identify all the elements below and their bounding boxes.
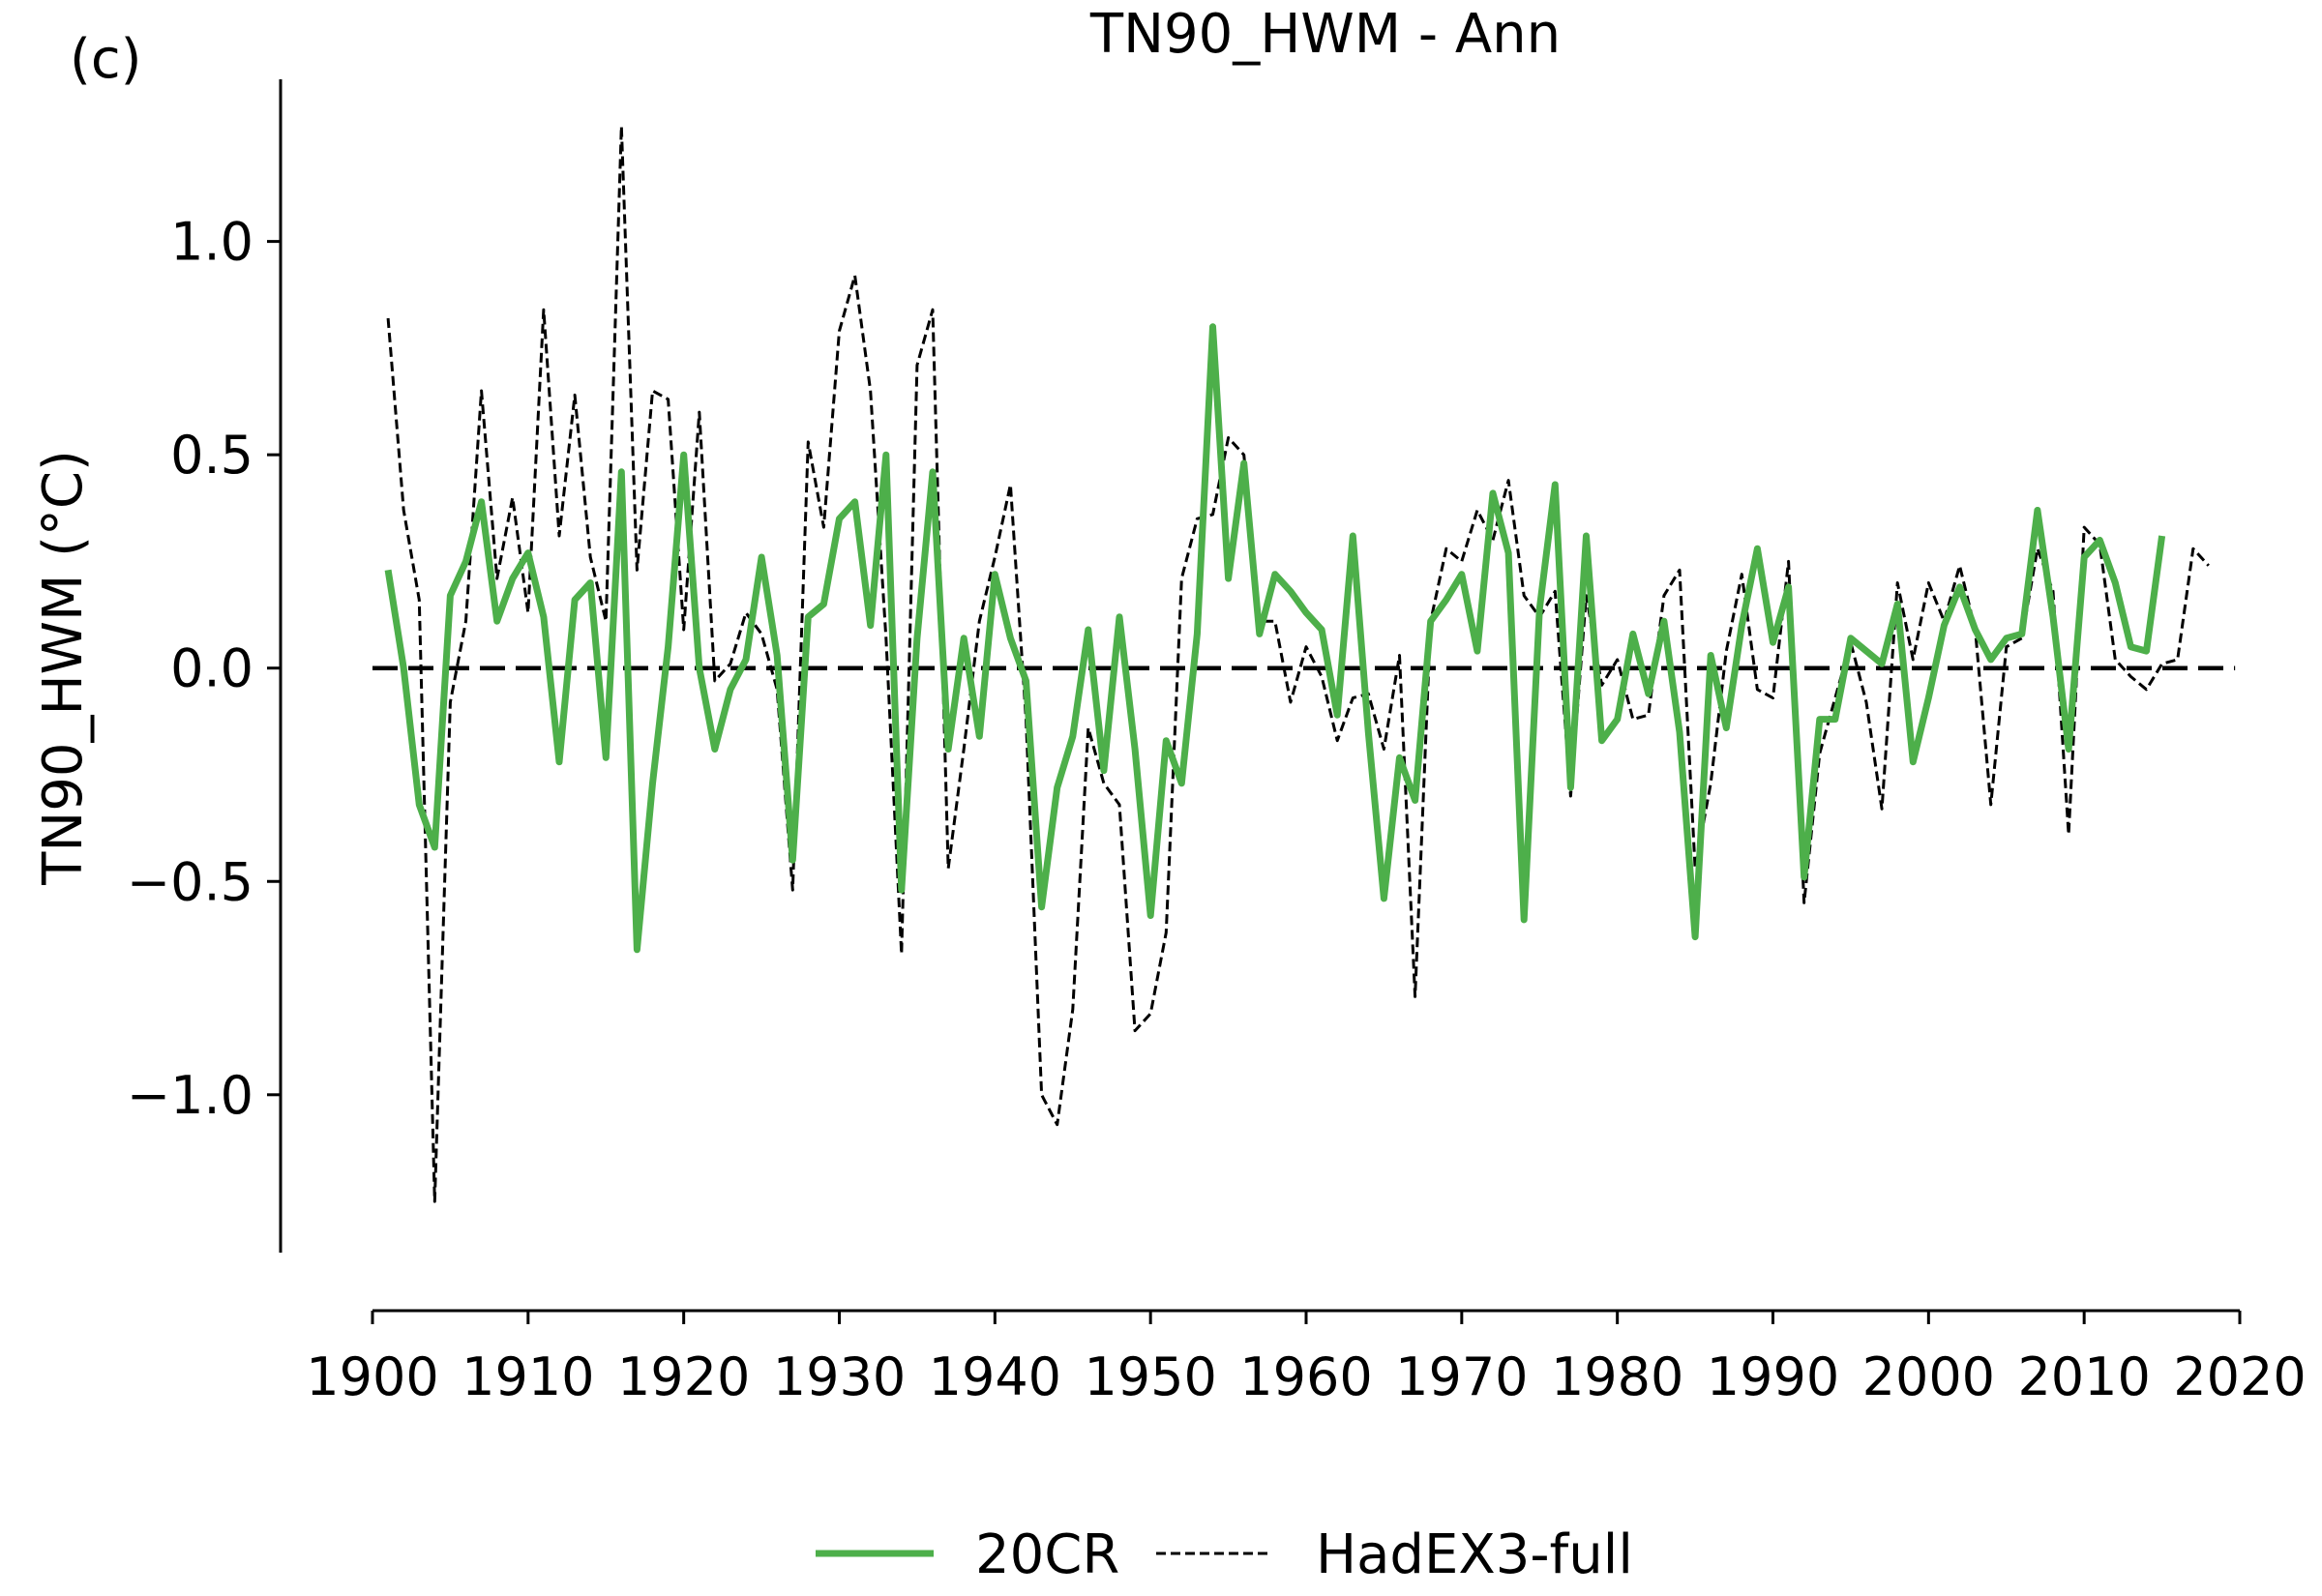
x-tick-label: 2020 (2173, 1346, 2306, 1407)
series-line-20cr (384, 323, 2166, 954)
series-layer (384, 125, 2210, 1203)
y-axis-label: TN90_HWM (°C) (32, 450, 95, 886)
x-tick-label: 1930 (773, 1346, 906, 1407)
x-tick-label: 1960 (1239, 1346, 1372, 1407)
x-tick-label: 1950 (1084, 1346, 1216, 1407)
x-tick-label: 2010 (2017, 1346, 2150, 1407)
y-tick-label: −1.0 (127, 1065, 253, 1126)
legend-label-20cr: 20CR (975, 1523, 1119, 1586)
legend: 20CR HadEX3-full (816, 1523, 1633, 1586)
x-ticks: 1900 1910 1920 1930 1940 1950 1960 1970 1980 1990… (306, 1311, 2307, 1407)
y-tick-label: 1.0 (170, 212, 253, 273)
panel-label: (c) (70, 28, 141, 91)
legend-label-hadex3: HadEX3-full (1316, 1523, 1633, 1586)
x-tick-label: 1980 (1551, 1346, 1683, 1407)
y-tick-label: 0.5 (170, 425, 253, 486)
x-tick-label: 1900 (306, 1346, 438, 1407)
x-tick-label: 1920 (617, 1346, 750, 1407)
x-tick-label: 1970 (1395, 1346, 1528, 1407)
y-tick-label: −0.5 (127, 851, 253, 912)
x-tick-label: 2000 (1862, 1346, 1995, 1407)
y-tick-label: 0.0 (170, 638, 253, 699)
x-tick-label: 1940 (929, 1346, 1061, 1407)
chart-title: TN90_HWM - Ann (1089, 3, 1561, 66)
y-ticks: 1.0 0.5 0.0 −0.5 −1.0 (127, 212, 281, 1126)
x-tick-label: 1990 (1707, 1346, 1839, 1407)
x-tick-label: 1910 (461, 1346, 594, 1407)
